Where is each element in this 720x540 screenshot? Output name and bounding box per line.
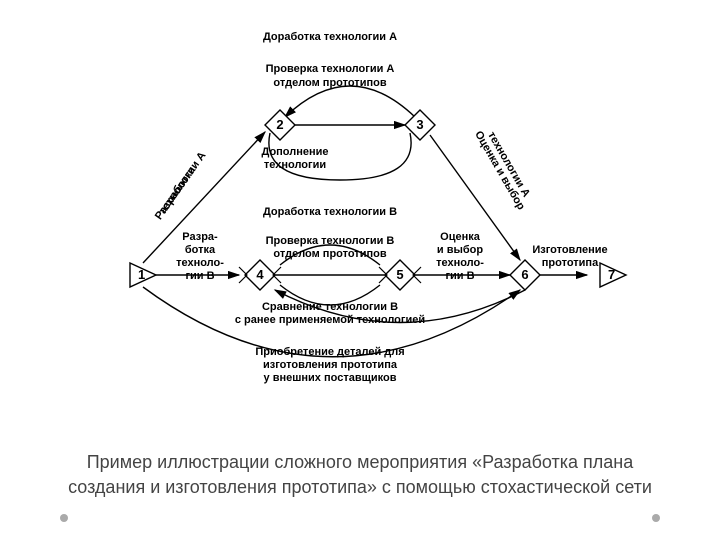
- diagram-label: с ранее применяемой технологией: [235, 314, 425, 326]
- diagram-label: ботка: [185, 244, 216, 256]
- diagram-label: изготовления прототипа: [263, 359, 398, 371]
- figure-caption: Пример иллюстрации сложного мероприятия …: [60, 450, 660, 500]
- slide-bullet-right: [652, 514, 660, 522]
- node-1: 1: [130, 263, 156, 287]
- node-4: 4: [239, 260, 281, 290]
- diagram-label: отделом прототипов: [273, 248, 386, 260]
- diagram-label: Оценка: [440, 231, 481, 243]
- diagram-label: прототипа: [542, 257, 599, 269]
- svg-text:1: 1: [138, 267, 145, 282]
- slide-bullet-left: [60, 514, 68, 522]
- svg-text:3: 3: [416, 117, 423, 132]
- diagram-label: техноло-: [176, 257, 224, 269]
- diagram-label: Доработка технологии B: [263, 206, 397, 218]
- node-5: 5: [379, 260, 421, 290]
- diagram-label: Проверка технологии A: [266, 63, 395, 75]
- diagram-label: гии B: [445, 270, 474, 282]
- diagram-label: отделом прототипов: [273, 77, 386, 89]
- diagram-label: технологии: [264, 159, 326, 171]
- svg-text:4: 4: [256, 267, 264, 282]
- diagram-label: у внешних поставщиков: [264, 372, 397, 384]
- svg-text:5: 5: [396, 267, 403, 282]
- svg-text:2: 2: [276, 117, 283, 132]
- node-6: 6: [510, 260, 540, 290]
- node-7: 7: [600, 263, 626, 287]
- diagram-label: Сравнение технологии B: [262, 301, 398, 313]
- diagram-label: гии B: [185, 270, 214, 282]
- svg-text:6: 6: [521, 267, 528, 282]
- diagram-label: Разра-: [182, 231, 218, 243]
- diagram-label: Приобретение деталей для: [255, 346, 404, 358]
- diagram-label: Изготовление: [532, 244, 607, 256]
- diagram-label: Дополнение: [261, 146, 328, 158]
- svg-text:7: 7: [608, 267, 615, 282]
- diagram-label: Проверка технологии B: [266, 235, 395, 247]
- edge: [285, 86, 415, 117]
- diagram-label-rotated: технологии A: [157, 150, 209, 217]
- diagram-label: и выбор: [437, 244, 483, 256]
- diagram-label: Доработка технологии A: [263, 31, 397, 43]
- diagram-label: техноло-: [436, 257, 484, 269]
